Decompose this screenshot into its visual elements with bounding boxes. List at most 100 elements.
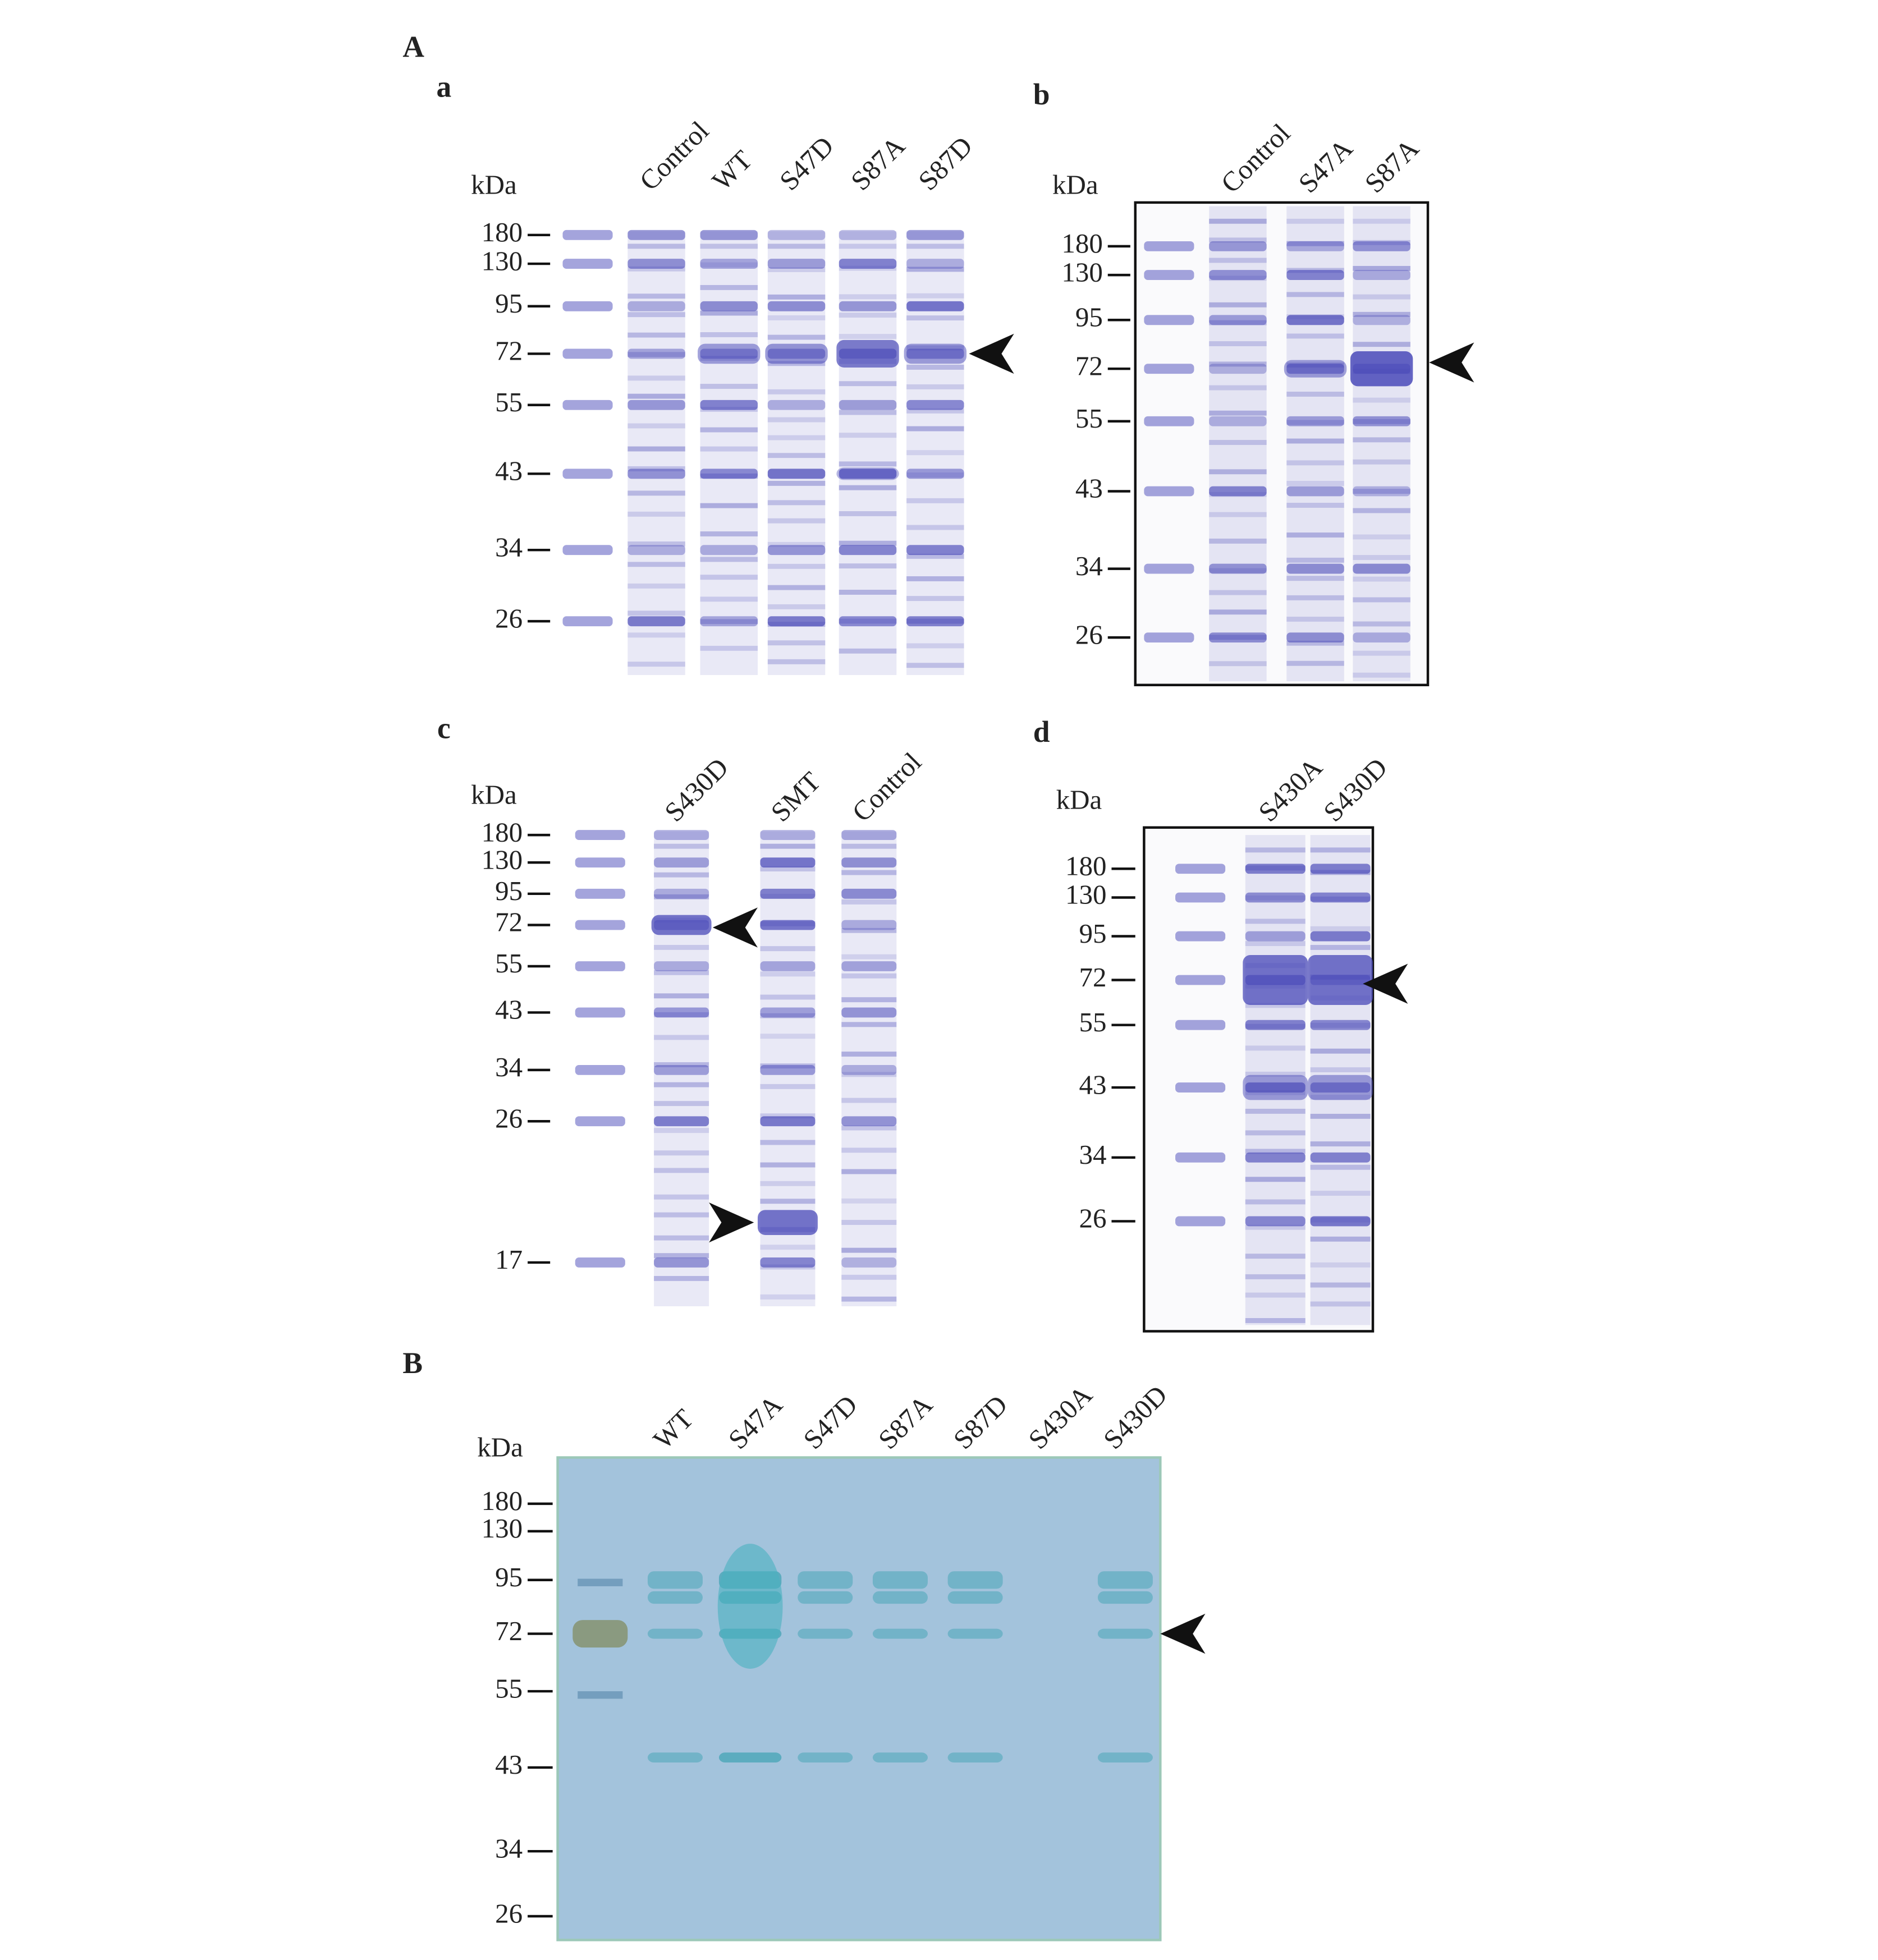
gel-band [654, 1035, 709, 1040]
gel-band [1286, 660, 1344, 666]
gel-band [627, 244, 685, 249]
gel-band [654, 1257, 709, 1268]
gel-band [767, 545, 826, 556]
unit-label: kDa [471, 779, 517, 810]
gel-band [767, 315, 826, 320]
marker-label: 72 [495, 907, 523, 938]
blot-band [647, 1571, 703, 1589]
gel-band [627, 662, 685, 667]
gel-band [767, 417, 826, 423]
gel-band [1286, 333, 1344, 339]
gel-band [627, 393, 685, 399]
gel-band [839, 294, 897, 300]
gel-band [760, 1113, 816, 1119]
panel-label: c [437, 711, 451, 745]
gel-band [1245, 941, 1306, 946]
gel-band [654, 1116, 709, 1127]
marker-label: 26 [495, 1103, 523, 1133]
gel-band [654, 1012, 709, 1017]
gel-band [1209, 364, 1267, 374]
gel-band [767, 659, 826, 664]
gel-band [1284, 360, 1347, 378]
gel-band [700, 384, 758, 389]
gel-band [906, 596, 964, 602]
unit-label: kDa [1052, 169, 1098, 200]
gel-band [841, 1198, 897, 1204]
gel-band [906, 498, 964, 503]
gel-band [627, 332, 685, 338]
gel-band [839, 469, 897, 479]
gel-band [1245, 1274, 1306, 1279]
gel-band [1245, 919, 1306, 924]
marker-label: 180 [482, 1485, 523, 1516]
gel-band [767, 640, 826, 646]
gel-band [700, 332, 758, 337]
gel-band [1353, 632, 1410, 643]
gel-band [1286, 640, 1344, 646]
gel-band [1310, 1236, 1371, 1242]
gel-band [627, 266, 685, 272]
gel-band [627, 446, 685, 452]
gel-band [1353, 672, 1410, 678]
gel-band [767, 616, 826, 627]
gel-band [760, 1181, 816, 1186]
gel-band [1209, 241, 1267, 251]
gel-band [760, 1140, 816, 1145]
gel-band [760, 1064, 816, 1075]
gel-band [1353, 241, 1410, 251]
gel-band [906, 267, 964, 272]
gel-band [654, 894, 709, 899]
gel-band [627, 511, 685, 517]
ladder-band [1175, 1020, 1226, 1030]
gel-band [767, 469, 826, 479]
gel-band [839, 334, 897, 339]
gel-band [841, 1007, 897, 1018]
marker-label: 95 [1075, 302, 1103, 333]
gel-band [1286, 563, 1344, 574]
unit-label: kDa [1056, 784, 1102, 815]
gel-band [627, 352, 685, 357]
gel-band [904, 343, 967, 364]
gel-band [1353, 621, 1410, 627]
gel-band [654, 944, 709, 950]
gel-band [767, 500, 826, 506]
marker-label: 43 [1075, 473, 1103, 504]
gel-band [1353, 416, 1410, 426]
gel-band [906, 618, 964, 624]
gel-band [1209, 270, 1267, 280]
gel-band [1353, 563, 1410, 574]
gel-band [654, 1235, 709, 1241]
gel-band [841, 1072, 897, 1077]
ladder-band [575, 1064, 625, 1075]
gel-band [841, 1022, 897, 1027]
gel-band [1245, 1108, 1306, 1114]
gel-band [906, 545, 964, 556]
marker-label: 180 [1061, 228, 1103, 259]
gel-band [700, 575, 758, 580]
gel-band [1245, 1199, 1306, 1205]
gel-band [839, 590, 897, 595]
gel-band [1245, 1003, 1306, 1008]
unit-label: kDa [471, 169, 517, 200]
gel-band [1353, 489, 1410, 494]
part-label: B [402, 1346, 423, 1380]
gel-band [757, 1210, 818, 1235]
gel-band [767, 585, 826, 590]
gel-band [760, 961, 816, 971]
gel-band [760, 1264, 816, 1270]
gel-band [1353, 397, 1410, 403]
gel-band [654, 1128, 709, 1133]
gel-band [700, 310, 758, 316]
part-label: A [402, 30, 424, 63]
gel-band [767, 541, 826, 547]
gel-band [1310, 1152, 1371, 1163]
gel-band [654, 843, 709, 849]
gel-band [654, 888, 709, 899]
gel-band [841, 1125, 897, 1131]
gel-band [1209, 486, 1267, 497]
gel-band [767, 604, 826, 609]
gel-band [760, 1116, 816, 1127]
marker-label: 72 [495, 336, 523, 366]
gel-band [760, 857, 816, 868]
gel-band [839, 540, 897, 546]
